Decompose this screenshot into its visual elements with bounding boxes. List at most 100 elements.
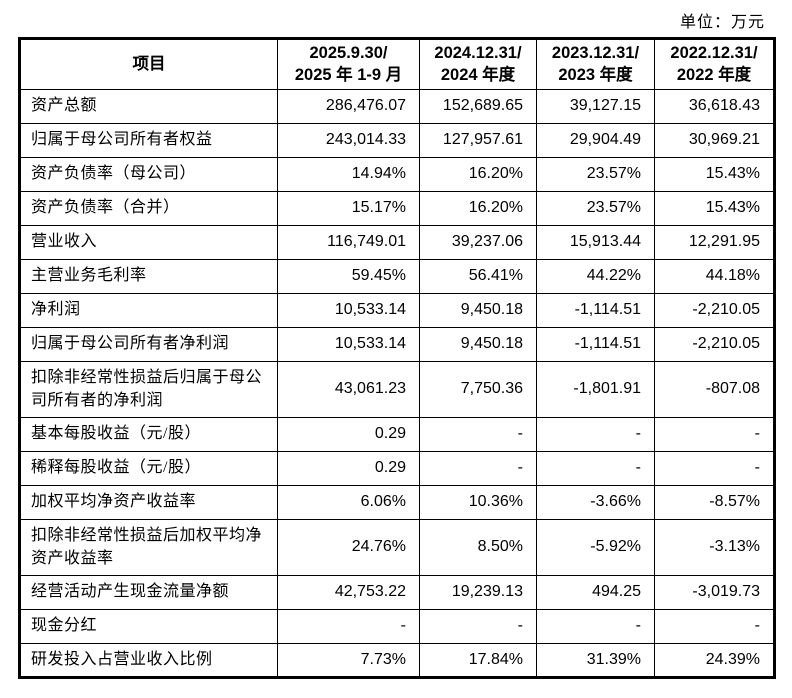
cell-value: -5.92%: [536, 518, 655, 576]
cell-value: 30,969.21: [654, 122, 775, 158]
table-row: 资产负债率（合并） 15.17% 16.20% 23.57% 15.43%: [19, 190, 775, 226]
table-row: 稀释每股收益（元/股） 0.29 - - -: [19, 450, 775, 486]
cell-value: 6.06%: [277, 484, 420, 520]
period-line1: 2023.12.31/: [551, 44, 640, 62]
row-label: 经营活动产生现金流量净额: [19, 574, 278, 610]
table-row: 净利润 10,533.14 9,450.18 -1,114.51 -2,210.…: [19, 292, 775, 328]
cell-value: 31.39%: [536, 642, 655, 678]
period-line1: 2022.12.31/: [670, 44, 758, 62]
cell-value: -1,801.91: [536, 360, 655, 418]
cell-value: 9,450.18: [419, 326, 537, 362]
row-label: 研发投入占营业收入比例: [19, 642, 278, 678]
table-row: 资产负债率（母公司） 14.94% 16.20% 23.57% 15.43%: [19, 156, 775, 192]
cell-value: 43,061.23: [277, 360, 420, 418]
row-label: 营业收入: [19, 224, 278, 260]
cell-value: -: [536, 416, 655, 452]
cell-value: 15.17%: [277, 190, 420, 226]
col-header-period-4: 2022.12.31/2022 年度: [654, 38, 775, 90]
financial-table: 项目 2025.9.30/2025 年 1-9 月 2024.12.31/202…: [18, 37, 776, 679]
cell-value: 39,127.15: [536, 88, 655, 124]
period-line1: 2024.12.31/: [434, 44, 522, 62]
cell-value: 56.41%: [419, 258, 537, 294]
table-row: 归属于母公司所有者权益 243,014.33 127,957.61 29,904…: [19, 122, 775, 158]
cell-value: 36,618.43: [654, 88, 775, 124]
cell-value: -: [419, 450, 537, 486]
cell-value: -: [654, 416, 775, 452]
row-label: 加权平均净资产收益率: [19, 484, 278, 520]
cell-value: -3.66%: [536, 484, 655, 520]
cell-value: -: [654, 450, 775, 486]
table-row: 主营业务毛利率 59.45% 56.41% 44.22% 44.18%: [19, 258, 775, 294]
cell-value: 24.76%: [277, 518, 420, 576]
period-line1: 2025.9.30/: [309, 44, 388, 62]
cell-value: 7,750.36: [419, 360, 537, 418]
cell-value: -: [419, 608, 537, 644]
cell-value: 15.43%: [654, 156, 775, 192]
table-row: 加权平均净资产收益率 6.06% 10.36% -3.66% -8.57%: [19, 484, 775, 520]
table-row: 基本每股收益（元/股） 0.29 - - -: [19, 416, 775, 452]
cell-value: -2,210.05: [654, 326, 775, 362]
col-header-period-1: 2025.9.30/2025 年 1-9 月: [277, 38, 420, 90]
cell-value: 19,239.13: [419, 574, 537, 610]
period-line2: 2022 年度: [676, 66, 752, 85]
cell-value: 12,291.95: [654, 224, 775, 260]
cell-value: -807.08: [654, 360, 775, 418]
cell-value: 17.84%: [419, 642, 537, 678]
period-line2: 2025 年 1-9 月: [294, 66, 403, 85]
cell-value: 14.94%: [277, 156, 420, 192]
table-row: 经营活动产生现金流量净额 42,753.22 19,239.13 494.25 …: [19, 574, 775, 610]
cell-value: 116,749.01: [277, 224, 420, 260]
row-label: 归属于母公司所有者权益: [19, 122, 278, 158]
cell-value: 10,533.14: [277, 292, 420, 328]
col-header-period-2: 2024.12.31/2024 年度: [419, 38, 537, 90]
cell-value: 39,237.06: [419, 224, 537, 260]
period-line2: 2024 年度: [440, 66, 516, 85]
unit-label: 单位：万元: [679, 14, 765, 31]
cell-value: 10,533.14: [277, 326, 420, 362]
cell-value: 16.20%: [419, 156, 537, 192]
table-row: 现金分红 - - - -: [19, 608, 775, 644]
cell-value: -: [536, 450, 655, 486]
cell-value: 243,014.33: [277, 122, 420, 158]
cell-value: -1,114.51: [536, 326, 655, 362]
cell-value: 23.57%: [536, 156, 655, 192]
table-row: 归属于母公司所有者净利润 10,533.14 9,450.18 -1,114.5…: [19, 326, 775, 362]
table-row: 研发投入占营业收入比例 7.73% 17.84% 31.39% 24.39%: [19, 642, 775, 678]
cell-value: -8.57%: [654, 484, 775, 520]
cell-value: 7.73%: [277, 642, 420, 678]
cell-value: 15,913.44: [536, 224, 655, 260]
cell-value: -: [654, 608, 775, 644]
cell-value: -: [277, 608, 420, 644]
table-body: 资产总额 286,476.07 152,689.65 39,127.15 36,…: [19, 88, 775, 678]
cell-value: 8.50%: [419, 518, 537, 576]
col-header-period-3: 2023.12.31/2023 年度: [536, 38, 655, 90]
row-label: 资产负债率（合并）: [19, 190, 278, 226]
row-label: 归属于母公司所有者净利润: [19, 326, 278, 362]
cell-value: -3.13%: [654, 518, 775, 576]
cell-value: 44.22%: [536, 258, 655, 294]
cell-value: 16.20%: [419, 190, 537, 226]
cell-value: 286,476.07: [277, 88, 420, 124]
table-row: 扣除非经常性损益后加权平均净资产收益率 24.76% 8.50% -5.92% …: [19, 518, 775, 576]
cell-value: -2,210.05: [654, 292, 775, 328]
period-line2: 2023 年度: [558, 66, 633, 85]
cell-value: 23.57%: [536, 190, 655, 226]
cell-value: 0.29: [277, 416, 420, 452]
cell-value: 29,904.49: [536, 122, 655, 158]
row-label: 稀释每股收益（元/股）: [19, 450, 278, 486]
cell-value: 44.18%: [654, 258, 775, 294]
cell-value: 59.45%: [277, 258, 420, 294]
col-header-item: 项目: [19, 38, 278, 90]
table-header: 项目 2025.9.30/2025 年 1-9 月 2024.12.31/202…: [19, 38, 775, 90]
cell-value: 494.25: [536, 574, 655, 610]
table-row: 资产总额 286,476.07 152,689.65 39,127.15 36,…: [19, 88, 775, 124]
cell-value: 0.29: [277, 450, 420, 486]
row-label: 扣除非经常性损益后归属于母公司所有者的净利润: [19, 360, 278, 418]
table-row: 营业收入 116,749.01 39,237.06 15,913.44 12,2…: [19, 224, 775, 260]
row-label: 扣除非经常性损益后加权平均净资产收益率: [19, 518, 278, 576]
header-row: 项目 2025.9.30/2025 年 1-9 月 2024.12.31/202…: [19, 38, 775, 90]
cell-value: 9,450.18: [419, 292, 537, 328]
row-label: 基本每股收益（元/股）: [19, 416, 278, 452]
cell-value: -3,019.73: [654, 574, 775, 610]
